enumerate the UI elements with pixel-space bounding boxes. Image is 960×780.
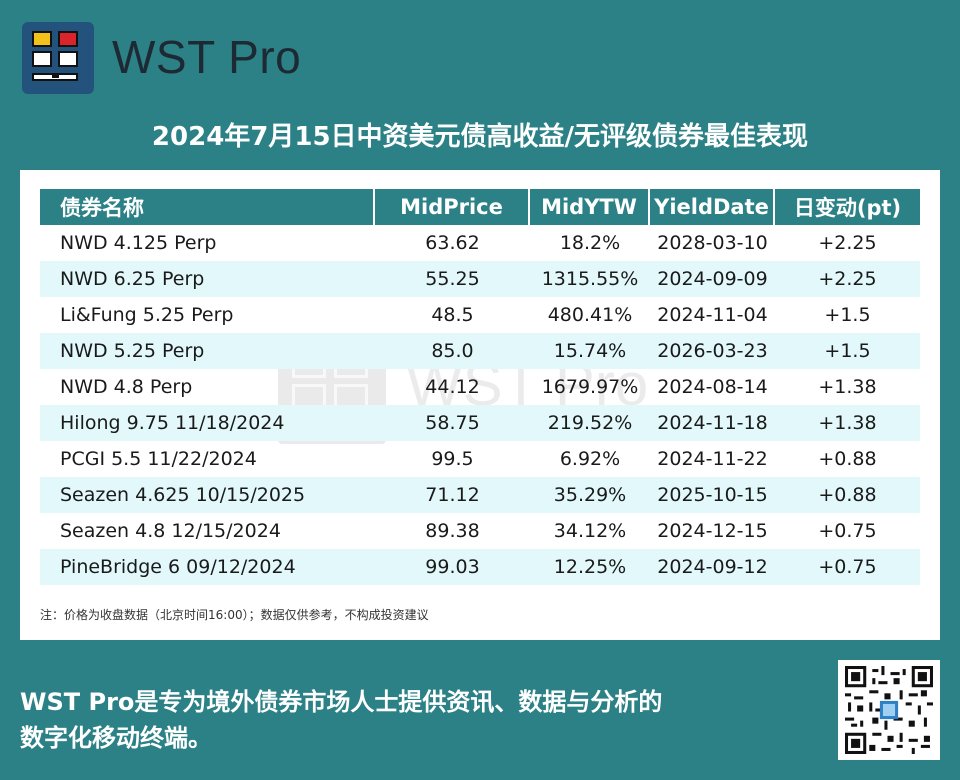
qr-code	[838, 660, 940, 760]
page-title: 2024年7月15日中资美元债高收益/无评级债券最佳表现	[151, 122, 809, 152]
table-row: PineBridge 6 09/12/2024 99.03 12.25% 2024-0…	[40, 549, 920, 585]
cell-daily-change: +1.38	[818, 376, 877, 398]
cell-daily-change: +0.88	[775, 477, 920, 513]
brand-name: WST Pro	[112, 31, 302, 83]
cell-daily-change: +1.5	[775, 333, 920, 369]
cell-mid-ytw: 15.74%	[530, 333, 650, 369]
cell-mid-ytw: 1679.97%	[541, 376, 639, 398]
cell-mid-ytw: 219.52%	[530, 405, 650, 441]
logo-yellow-square	[32, 31, 52, 47]
table-header-row: 债券名称 MidPrice MidYTW YieldDate 日变动(pt)	[40, 189, 920, 225]
cell-mid-ytw: 6.92%	[559, 448, 621, 470]
footnote: 注：价格为收盘数据（北京时间16:00）；数据仅供参考，不构成投资建议	[40, 608, 429, 622]
cell-yield-date: 2024-12-15	[657, 520, 768, 542]
cell-mid-price: 63.62	[425, 232, 480, 254]
cell-bond-name: PineBridge 6 09/12/2024	[40, 549, 375, 585]
cell-yield-date: 2024-11-04	[657, 304, 768, 326]
cell-mid-price: 89.38	[425, 520, 480, 542]
cell-mid-price: 99.5	[431, 448, 474, 470]
cell-mid-price: 58.75	[375, 405, 530, 441]
cell-daily-change: +2.25	[818, 232, 877, 254]
cell-bond-name: Li&Fung 5.25 Perp	[60, 304, 234, 326]
cell-mid-ytw: 1315.55%	[530, 261, 650, 297]
table-row: NWD 5.25 Perp 85.0 15.74% 2026-03-23 +1.5	[40, 333, 920, 369]
cell-mid-ytw: 12.25%	[530, 549, 650, 585]
cell-bond-name: Hilong 9.75 11/18/2024	[40, 405, 375, 441]
cell-yield-date: 2026-03-23	[650, 333, 775, 369]
cell-daily-change: +0.88	[818, 448, 877, 470]
cell-bond-name: NWD 4.8 Perp	[60, 376, 193, 398]
cell-mid-price: 85.0	[375, 333, 530, 369]
cell-mid-ytw: 18.2%	[559, 232, 621, 254]
cell-bond-name: Seazen 4.625 10/15/2025	[40, 477, 375, 513]
cell-bond-name: Seazen 4.8 12/15/2024	[60, 520, 281, 542]
footer-line-1: WST Pro是专为境外债券市场人士提供资讯、数据与分析的	[20, 688, 663, 716]
cell-mid-price: 99.03	[375, 549, 530, 585]
table-row: PCGI 5.5 11/22/2024 99.5 6.92% 2024-11-22 +0…	[40, 441, 920, 477]
cell-mid-ytw: 34.12%	[553, 520, 627, 542]
header-mid-price: MidPrice	[375, 189, 530, 225]
cell-mid-price: 71.12	[375, 477, 530, 513]
table-card: WST Pro 债券名称 MidPrice MidYTW YieldDate 日…	[20, 170, 940, 640]
cell-daily-change: +0.75	[818, 520, 877, 542]
cell-mid-ytw: 35.29%	[530, 477, 650, 513]
cell-yield-date: 2024-11-18	[650, 405, 775, 441]
cell-bond-name: NWD 6.25 Perp	[40, 261, 375, 297]
header-yield-date: YieldDate	[650, 189, 775, 225]
cell-mid-price: 48.5	[431, 304, 474, 326]
cell-daily-change: +1.5	[824, 304, 871, 326]
cell-yield-date: 2024-09-12	[650, 549, 775, 585]
cell-bond-name: NWD 4.125 Perp	[60, 232, 217, 254]
footer-text: WST Pro是专为境外债券市场人士提供资讯、数据与分析的 数字化移动终端。	[20, 684, 800, 756]
table-row: NWD 4.125 Perp 63.62 18.2% 2028-03-10 +2.25	[40, 225, 920, 261]
table-row: Hilong 9.75 11/18/2024 58.75 219.52% 2024-1…	[40, 405, 920, 441]
cell-yield-date: 2025-10-15	[650, 477, 775, 513]
header-mid-ytw: MidYTW	[530, 189, 650, 225]
table-row: NWD 4.8 Perp 44.12 1679.97% 2024-08-14 +1.38	[40, 369, 920, 405]
cell-yield-date: 2028-03-10	[657, 232, 768, 254]
logo-red-square	[58, 31, 78, 47]
cell-bond-name: PCGI 5.5 11/22/2024	[60, 448, 257, 470]
table-row: Seazen 4.8 12/15/2024 89.38 34.12% 2024-12-…	[40, 513, 920, 549]
cell-yield-date: 2024-09-09	[650, 261, 775, 297]
cell-mid-ytw: 480.41%	[547, 304, 633, 326]
cell-daily-change: +0.75	[775, 549, 920, 585]
table-row: NWD 6.25 Perp 55.25 1315.55% 2024-09-09 +2.2…	[40, 261, 920, 297]
header-bond-name: 债券名称	[40, 189, 375, 225]
cell-yield-date: 2024-11-22	[657, 448, 768, 470]
cell-mid-price: 55.25	[375, 261, 530, 297]
header-daily-change: 日变动(pt)	[775, 189, 920, 225]
cell-bond-name: NWD 5.25 Perp	[40, 333, 375, 369]
cell-daily-change: +2.25	[775, 261, 920, 297]
bond-table: 债券名称 MidPrice MidYTW YieldDate 日变动(pt) N…	[40, 189, 920, 585]
cell-mid-price: 44.12	[425, 376, 480, 398]
qr-code-icon	[845, 666, 933, 754]
cell-yield-date: 2024-08-14	[657, 376, 768, 398]
table-row: Li&Fung 5.25 Perp 48.5 480.41% 2024-11-04 +1…	[40, 297, 920, 333]
logo-icon	[22, 22, 94, 94]
table-row: Seazen 4.625 10/15/2025 71.12 35.29% 2025-1…	[40, 477, 920, 513]
logo-white-square-right	[58, 51, 78, 67]
cell-daily-change: +1.38	[775, 405, 920, 441]
footer-line-2: 数字化移动终端。	[20, 724, 212, 752]
logo-stand	[32, 73, 78, 81]
logo-white-square-left	[32, 51, 52, 67]
